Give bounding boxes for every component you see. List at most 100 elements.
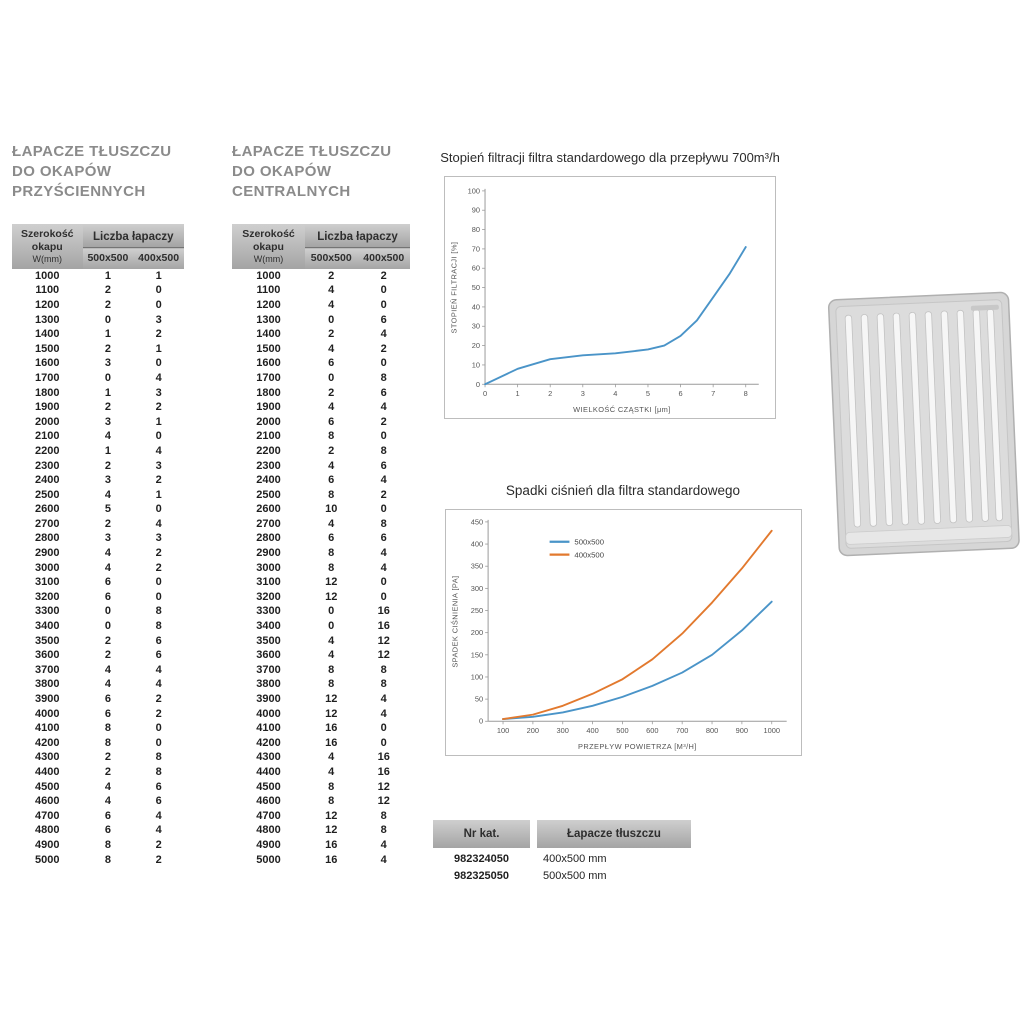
width-value: 3200 [35, 590, 60, 603]
central-hoods-table-body: 1000 2 2 1100 4 0 1200 4 0 1300 0 6 1400 2 4 1500 4 2 1600… [232, 269, 410, 867]
size-col-400x500: 400x500 [357, 247, 410, 269]
svg-text:150: 150 [470, 650, 482, 659]
count-500x500: 2 [104, 517, 111, 530]
table-row: 3500 4 12 [232, 634, 410, 649]
count-500x500: 8 [328, 561, 335, 574]
width-value: 5000 [256, 853, 281, 866]
count-400x500: 4 [380, 693, 387, 705]
count-400x500: 8 [380, 663, 387, 676]
count-500x500: 4 [328, 765, 335, 778]
width-value: 1000 [256, 269, 281, 282]
width-value: 2200 [256, 444, 281, 457]
size-col-500x500: 500x500 [304, 247, 358, 269]
width-value: 4400 [256, 765, 281, 778]
table-row: 3000 4 2 [12, 561, 184, 576]
count-400x500: 12 [377, 780, 390, 793]
filtration-chart-plot: 0 10 20 30 40 50 60 70 80 90 100 0 1 2 3 4 5 6 7 8 WIELKOŚĆ … [444, 176, 776, 419]
width-value: 1800 [256, 386, 281, 399]
width-value: 3300 [256, 605, 281, 618]
width-value: 4500 [256, 780, 281, 793]
count-400x500: 0 [155, 430, 162, 443]
table-row: 4900 16 4 [232, 838, 410, 853]
svg-text:80: 80 [472, 225, 480, 234]
width-value: 2200 [35, 444, 60, 457]
table-row: 4400 4 16 [232, 765, 410, 780]
count-400x500: 0 [380, 722, 387, 735]
group-header: Liczba łapaczy [82, 224, 184, 249]
svg-text:10: 10 [472, 360, 480, 369]
svg-text:100: 100 [468, 186, 480, 195]
count-500x500: 2 [328, 328, 335, 341]
catalog-header-product: Łapacze tłuszczu [537, 820, 691, 848]
width-value: 3000 [35, 561, 60, 574]
svg-text:50: 50 [474, 695, 482, 704]
wall-hoods-table-body: 1000 1 1 1100 2 0 1200 2 0 1300 0 3 1400 1 2 1500 2 1 1600… [12, 269, 184, 867]
count-400x500: 8 [380, 678, 387, 691]
width-header-label: Szerokość okapu [242, 228, 295, 253]
table-row: 2500 4 1 [12, 488, 184, 503]
width-value: 3900 [35, 693, 60, 705]
count-500x500: 16 [325, 722, 338, 735]
count-400x500: 4 [380, 561, 387, 574]
catalog-number: 982325050 [453, 870, 510, 882]
count-400x500: 2 [155, 561, 162, 574]
count-500x500: 8 [328, 678, 335, 691]
count-400x500: 4 [155, 678, 162, 691]
table-row: 3900 6 2 [12, 692, 184, 707]
count-500x500: 8 [328, 547, 335, 560]
pressure-drop-chart-title: Spadki ciśnień dla filtra standardowego [505, 483, 741, 498]
catalog-row: 982325050 500x500 mm [433, 870, 691, 882]
count-400x500: 12 [377, 649, 390, 662]
count-400x500: 8 [380, 824, 387, 837]
count-500x500: 3 [104, 357, 111, 370]
table-row: 3800 4 4 [12, 678, 184, 693]
width-value: 4700 [35, 809, 60, 822]
width-value: 2500 [256, 488, 281, 501]
width-value: 3700 [35, 663, 60, 676]
table-row: 3400 0 16 [232, 619, 410, 634]
width-header-label: Szerokość okapu [20, 228, 74, 253]
count-500x500: 1 [104, 328, 111, 341]
width-header: Szerokość okapu W(mm) [12, 224, 83, 269]
width-value: 2500 [35, 488, 60, 501]
count-500x500: 4 [328, 342, 335, 355]
width-value: 2300 [256, 459, 281, 472]
svg-text:50: 50 [472, 283, 480, 292]
table-row: 2900 8 4 [232, 546, 410, 561]
svg-text:STOPIEŃ FILTRACJI [%]: STOPIEŃ FILTRACJI [%] [449, 242, 458, 334]
table-row: 1900 2 2 [12, 400, 184, 415]
count-500x500: 4 [104, 547, 111, 560]
svg-text:250: 250 [470, 606, 482, 615]
count-500x500: 8 [328, 780, 335, 793]
count-500x500: 2 [104, 634, 111, 647]
count-500x500: 12 [325, 590, 338, 603]
count-500x500: 8 [104, 838, 111, 851]
size-col-500x500: 500x500 [82, 247, 134, 269]
count-400x500: 6 [380, 313, 387, 326]
table-row: 3600 2 6 [12, 648, 184, 663]
count-400x500: 2 [380, 415, 387, 428]
count-500x500: 0 [328, 620, 335, 633]
width-value: 4200 [256, 736, 281, 749]
count-500x500: 4 [328, 517, 335, 530]
table-row: 3500 2 6 [12, 634, 184, 649]
width-value: 4200 [35, 736, 60, 749]
central-hoods-table: Szerokość okapu W(mm) Liczba łapaczy 500… [232, 224, 410, 867]
count-400x500: 4 [380, 707, 387, 720]
count-400x500: 16 [377, 620, 390, 633]
width-value: 2300 [35, 459, 60, 472]
table-row: 1900 4 4 [232, 400, 410, 415]
count-400x500: 0 [380, 284, 387, 297]
count-400x500: 4 [155, 517, 162, 530]
table-row: 1700 0 8 [232, 371, 410, 386]
width-value: 4100 [256, 722, 281, 735]
pressure-drop-chart-plot: 0 50 100 150 200 250 300 350 400 450 100 200 300 400 5… [444, 509, 802, 756]
table-row: 3200 6 0 [12, 590, 184, 605]
width-value: 1400 [35, 328, 60, 341]
svg-text:0: 0 [476, 380, 480, 389]
width-value: 3800 [35, 678, 60, 691]
width-value: 2800 [256, 532, 281, 545]
svg-text:20: 20 [472, 341, 480, 350]
group-header: Liczba łapaczy [304, 224, 410, 249]
count-500x500: 6 [104, 693, 111, 705]
